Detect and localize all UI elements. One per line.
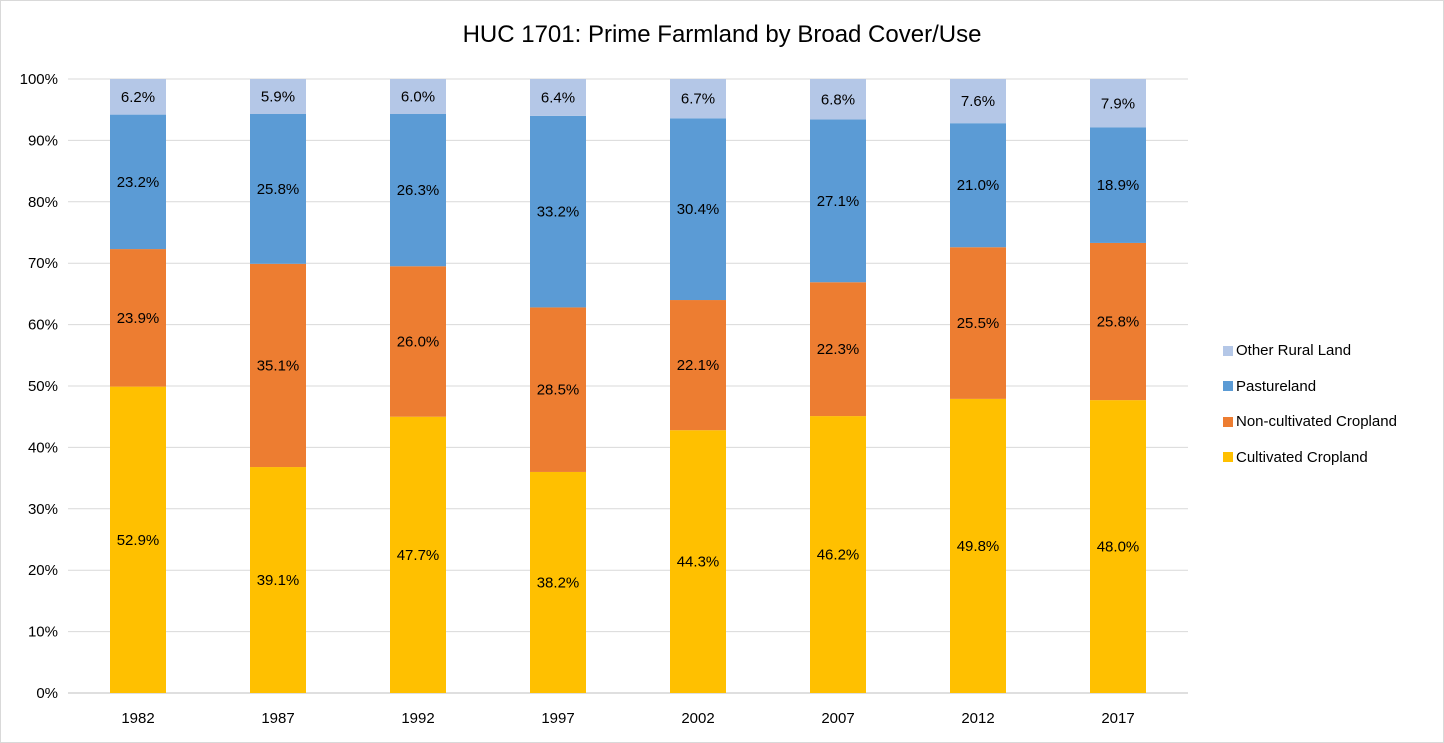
legend-label: Non-cultivated Cropland	[1236, 413, 1397, 431]
bar-segment	[810, 119, 866, 283]
bar-segment	[1090, 79, 1146, 128]
data-label: 22.1%	[677, 357, 720, 374]
legend-item: Non-cultivated Cropland	[1223, 404, 1438, 440]
bar-segment	[950, 247, 1006, 399]
legend-swatch	[1223, 381, 1233, 392]
bar-segment	[530, 115, 586, 308]
y-tick-label: 80%	[28, 194, 58, 211]
bar-segment	[810, 416, 866, 693]
x-tick-label: 1987	[261, 710, 294, 727]
data-label: 18.9%	[1097, 177, 1140, 194]
x-tick-label: 1982	[121, 710, 154, 727]
legend-label: Other Rural Land	[1236, 342, 1352, 360]
x-tick-label: 2007	[821, 710, 854, 727]
bar-segment	[670, 79, 726, 119]
y-tick-label: 20%	[28, 562, 58, 579]
data-label: 25.5%	[957, 315, 1000, 332]
y-tick-label: 100%	[20, 71, 58, 88]
bar-segment	[530, 79, 586, 116]
data-label: 6.0%	[401, 88, 435, 105]
data-label: 25.8%	[1097, 314, 1140, 331]
data-label: 6.8%	[821, 91, 855, 108]
bar-segment	[670, 300, 726, 431]
bar-segment	[1090, 127, 1146, 243]
y-tick-label: 60%	[28, 317, 58, 334]
x-tick-label: 2017	[1101, 710, 1134, 727]
legend-swatch	[1223, 345, 1233, 356]
bar-segment	[110, 79, 166, 115]
legend: Other Rural Land Pastureland Non-cultivate…	[1223, 333, 1438, 475]
data-label: 28.5%	[537, 382, 580, 399]
bar-segment	[250, 113, 306, 264]
bar-segment	[390, 79, 446, 114]
data-label: 52.9%	[117, 532, 160, 549]
bar-segment	[950, 123, 1006, 248]
data-label: 25.8%	[257, 181, 300, 198]
data-label: 6.2%	[121, 89, 155, 106]
data-label: 23.9%	[117, 310, 160, 327]
data-label: 44.3%	[677, 554, 720, 571]
bar-segment	[110, 114, 166, 250]
bar-segment	[950, 398, 1006, 693]
data-label: 26.3%	[397, 182, 440, 199]
data-label: 49.8%	[957, 538, 1000, 555]
data-label: 35.1%	[257, 357, 300, 374]
legend-item: Pastureland	[1223, 369, 1438, 405]
data-label: 21.0%	[957, 177, 1000, 194]
x-tick-label: 1997	[541, 710, 574, 727]
bar-segment	[950, 79, 1006, 124]
data-label: 7.9%	[1101, 95, 1135, 112]
bar-segment	[670, 118, 726, 301]
data-label: 47.7%	[397, 547, 440, 564]
data-label: 7.6%	[961, 93, 995, 110]
x-tick-label: 2002	[681, 710, 714, 727]
legend-label: Cultivated Cropland	[1236, 448, 1368, 466]
x-tick-label: 2012	[961, 710, 994, 727]
bar-segment	[390, 416, 446, 693]
bar-segment	[110, 249, 166, 387]
bar-segment	[810, 282, 866, 417]
bar-segment	[1090, 400, 1146, 693]
bar-segment	[530, 307, 586, 472]
bar-segment	[250, 467, 306, 693]
data-label: 5.9%	[261, 88, 295, 105]
y-tick-label: 30%	[28, 501, 58, 518]
bar-segment	[810, 79, 866, 120]
data-label: 48.0%	[1097, 539, 1140, 556]
bar-segment	[390, 113, 446, 267]
bar-segment	[530, 471, 586, 693]
legend-label: Pastureland	[1236, 377, 1317, 395]
data-label: 23.2%	[117, 174, 160, 191]
bar-segment	[670, 430, 726, 693]
data-label: 33.2%	[537, 204, 580, 221]
y-tick-label: 10%	[28, 624, 58, 641]
bar-segment	[1090, 242, 1146, 401]
data-label: 6.4%	[541, 89, 575, 106]
data-label: 27.1%	[817, 193, 860, 210]
bar-segment	[250, 79, 306, 114]
y-tick-label: 50%	[28, 378, 58, 395]
y-tick-label: 0%	[36, 685, 58, 702]
data-label: 46.2%	[817, 547, 860, 564]
data-label: 38.2%	[537, 574, 580, 591]
legend-item: Cultivated Cropland	[1223, 440, 1438, 476]
legend-item: Other Rural Land	[1223, 333, 1438, 369]
x-tick-label: 1992	[401, 710, 434, 727]
bar-segment	[110, 386, 166, 693]
bar-segment	[250, 263, 306, 468]
legend-swatch	[1223, 416, 1233, 427]
bar-segment	[390, 266, 446, 417]
y-tick-label: 90%	[28, 132, 58, 149]
y-tick-label: 40%	[28, 439, 58, 456]
data-label: 22.3%	[817, 341, 860, 358]
data-label: 26.0%	[397, 333, 440, 350]
data-label: 39.1%	[257, 572, 300, 589]
data-label: 6.7%	[681, 91, 715, 108]
chart-title: HUC 1701: Prime Farmland by Broad Cover/…	[462, 21, 982, 48]
y-tick-label: 70%	[28, 255, 58, 272]
data-label: 30.4%	[677, 201, 720, 218]
legend-swatch	[1223, 452, 1233, 463]
